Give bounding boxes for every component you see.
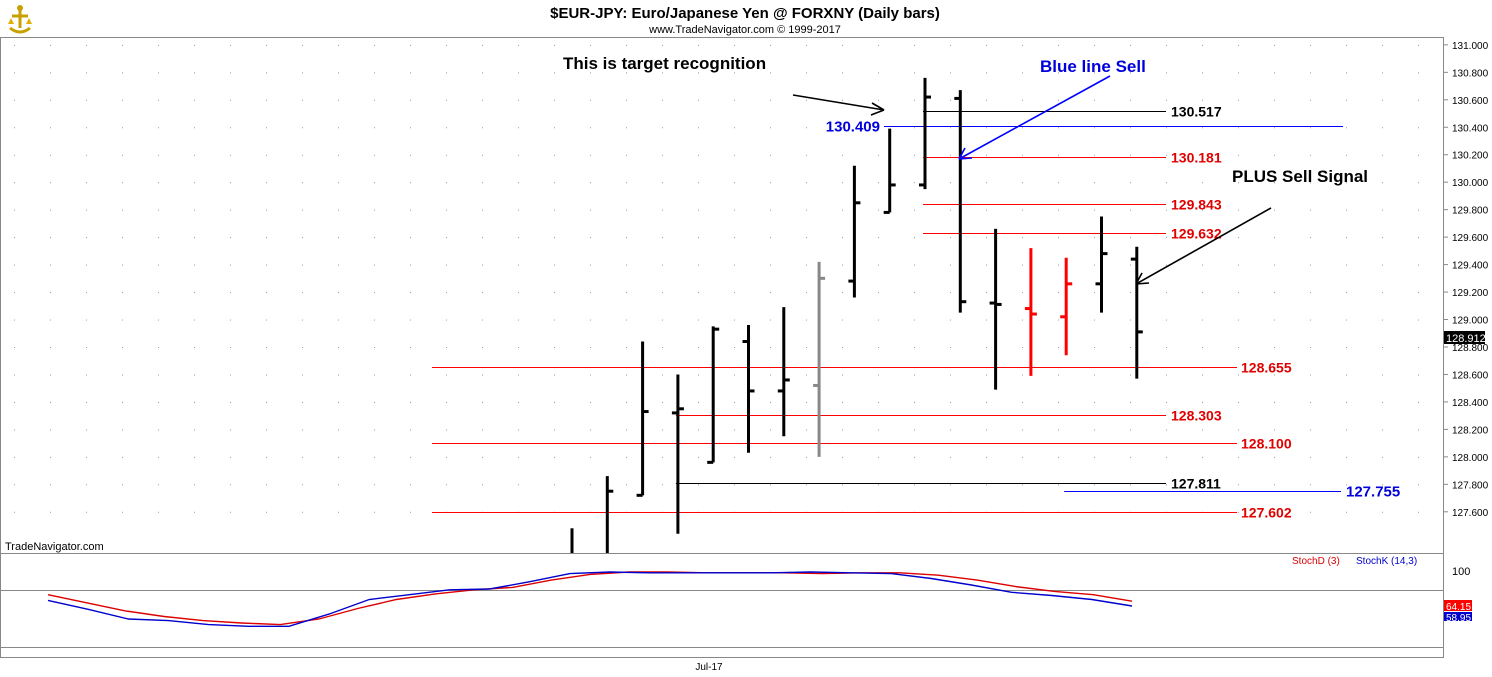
level-label: 128.655 <box>1241 360 1292 376</box>
price-tick-label: 129.000 <box>1452 316 1489 327</box>
price-tick-label: 130.200 <box>1452 151 1489 162</box>
price-panel <box>0 37 1444 554</box>
ohlc-bar <box>777 307 790 437</box>
legend-stoch-k: StochK (14,3) <box>1356 556 1417 567</box>
ohlc-bar <box>1095 216 1108 313</box>
level-label: 127.755 <box>1346 484 1400 501</box>
last-price-value: 128.912 <box>1446 333 1486 345</box>
x-tick-label: Jul-17 <box>695 662 723 673</box>
stoch-d-last-value: 64.15 <box>1446 602 1471 613</box>
ohlc-bar <box>813 261 826 457</box>
level-label: 129.843 <box>1171 197 1222 213</box>
price-tick-label: 128.200 <box>1452 425 1489 436</box>
ohlc-bar <box>989 228 1002 390</box>
target-levels: 130.517 130.409 130.181 129.843 129.632 128.6… <box>432 104 1400 521</box>
level-label: 130.409 <box>826 119 880 136</box>
price-tick-label: 128.600 <box>1452 370 1489 381</box>
stochastic-tick-100: 100 <box>1452 566 1470 578</box>
stoch-k-line <box>47 571 1133 627</box>
level-label: 127.811 <box>1171 476 1221 492</box>
stoch-k-last-value: 58.95 <box>1446 613 1471 624</box>
arrow-head-target-recognition <box>870 102 885 116</box>
level-label: 130.517 <box>1171 104 1222 120</box>
level-label: 128.100 <box>1241 436 1292 452</box>
arrow-head-plus-sell-signal <box>1135 272 1150 285</box>
level-label: 129.632 <box>1171 226 1222 242</box>
ohlc-bar <box>742 325 755 453</box>
price-bars <box>570 77 1143 553</box>
annotation-blue-line-sell: Blue line Sell <box>1040 57 1146 76</box>
ohlc-bar <box>605 476 614 553</box>
annotation-arrows <box>792 75 1272 285</box>
watermark-text: TradeNavigator.com <box>5 541 104 553</box>
stochastic-panel <box>0 553 1444 658</box>
ohlc-bar <box>919 77 931 190</box>
grid-dots <box>14 44 1419 513</box>
ohlc-bar <box>954 90 967 313</box>
price-tick-label: 128.800 <box>1452 343 1489 354</box>
price-tick-label: 129.600 <box>1452 233 1489 244</box>
ohlc-bar <box>636 341 649 497</box>
annotation-plus-sell-signal: PLUS Sell Signal <box>1232 167 1368 186</box>
price-tick-label: 128.000 <box>1452 453 1489 464</box>
ohlc-bar <box>883 128 896 214</box>
ohlc-bar <box>1060 257 1073 356</box>
stochastic-lines <box>47 571 1133 627</box>
logo-icon <box>6 4 34 34</box>
annotation-target-recognition: This is target recognition <box>563 54 766 73</box>
price-tick-label: 130.400 <box>1452 123 1489 134</box>
level-label: 130.181 <box>1171 150 1222 166</box>
arrow-blue-line-sell <box>958 75 1111 160</box>
price-tick-label: 130.800 <box>1452 68 1489 79</box>
price-tick-label: 130.600 <box>1452 96 1489 107</box>
price-tick-label: 127.800 <box>1452 480 1489 491</box>
price-tick-label: 129.800 <box>1452 206 1489 217</box>
ohlc-bar <box>1024 248 1037 376</box>
price-tick-label: 127.600 <box>1452 508 1489 519</box>
price-tick-label: 130.000 <box>1452 178 1489 189</box>
chart-title: $EUR-JPY: Euro/Japanese Yen @ FORXNY (Da… <box>550 5 940 22</box>
last-price-tag: 128.912 <box>1444 331 1486 345</box>
price-tick-label: 129.400 <box>1452 261 1489 272</box>
level-label: 128.303 <box>1171 408 1222 424</box>
ohlc-bar <box>707 326 720 464</box>
price-axis: 131.000 130.800 130.600 130.400 130.200 130.0… <box>1443 41 1489 519</box>
ohlc-bar <box>671 374 684 534</box>
arrow-plus-sell-signal <box>1135 207 1272 285</box>
level-label: 127.602 <box>1241 505 1292 521</box>
ohlc-bar <box>1130 246 1143 379</box>
legend-stoch-d: StochD (3) <box>1292 556 1340 567</box>
stochastic-value-tags: 58.95 64.15 <box>1444 600 1472 624</box>
stoch-d-line <box>47 571 1133 626</box>
arrow-head-blue-line-sell <box>958 147 973 160</box>
price-tick-label: 129.200 <box>1452 288 1489 299</box>
ohlc-bar <box>848 165 861 298</box>
copyright-text: www.TradeNavigator.com © 1999-2017 <box>648 24 841 36</box>
price-tick-label: 131.000 <box>1452 41 1489 52</box>
arrow-target-recognition <box>792 94 885 111</box>
price-tick-label: 128.400 <box>1452 398 1489 409</box>
